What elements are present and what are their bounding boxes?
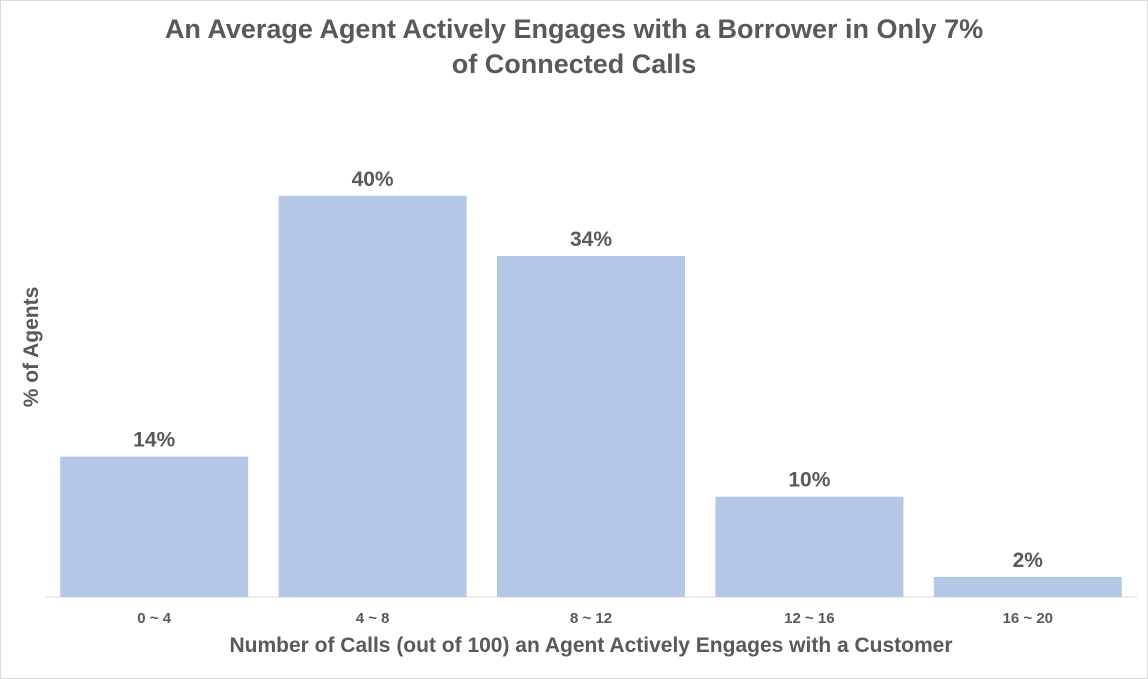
x-axis-label: Number of Calls (out of 100) an Agent Ac… bbox=[229, 634, 953, 657]
data-label-3: 34% bbox=[570, 228, 612, 251]
bar-2 bbox=[278, 195, 467, 598]
chart-title-line-2: of Connected Calls bbox=[451, 49, 697, 79]
chart-title-line-1: An Average Agent Actively Engages with a… bbox=[164, 14, 984, 44]
x-tick-label-2: 4 ~ 8 bbox=[356, 610, 390, 627]
x-tick-label-1: 0 ~ 4 bbox=[137, 610, 171, 627]
x-tick-label-4: 12 ~ 16 bbox=[784, 610, 834, 627]
bar-3 bbox=[497, 256, 685, 597]
y-axis-label: % of Agents bbox=[20, 286, 43, 408]
bar-4 bbox=[715, 496, 904, 597]
data-label-1: 14% bbox=[133, 429, 175, 452]
chart-title: An Average Agent Actively Engages with a… bbox=[0, 12, 1148, 82]
x-tick-label-3: 8 ~ 12 bbox=[570, 610, 612, 627]
data-label-5: 2% bbox=[1013, 549, 1044, 572]
data-label-4: 10% bbox=[788, 469, 830, 492]
bar-1 bbox=[60, 456, 249, 597]
data-label-2: 40% bbox=[352, 168, 394, 191]
x-tick-label-5: 16 ~ 20 bbox=[1003, 610, 1053, 627]
bar-5 bbox=[933, 576, 1122, 597]
